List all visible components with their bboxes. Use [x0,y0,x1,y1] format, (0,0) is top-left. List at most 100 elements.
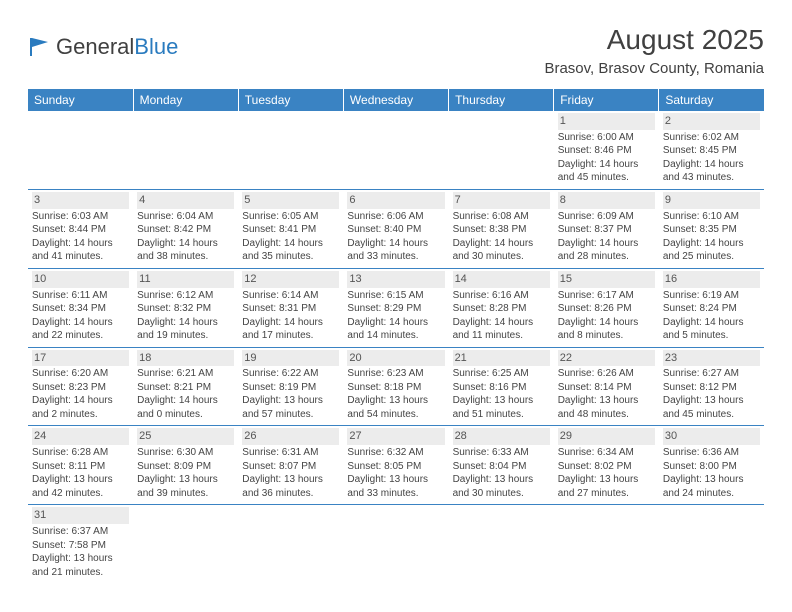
day-number: 8 [558,192,655,209]
calendar-row: 1Sunrise: 6:00 AMSunset: 8:46 PMDaylight… [28,111,764,189]
weekday-header: Tuesday [238,89,343,111]
cell-line-d1: Daylight: 14 hours [347,237,444,251]
cell-line-ss: Sunset: 8:42 PM [137,223,234,237]
calendar-cell: 14Sunrise: 6:16 AMSunset: 8:28 PMDayligh… [449,268,554,347]
cell-line-d1: Daylight: 14 hours [137,316,234,330]
cell-line-sr: Sunrise: 6:08 AM [453,210,550,224]
calendar-cell: 20Sunrise: 6:23 AMSunset: 8:18 PMDayligh… [343,347,448,426]
day-number: 30 [663,428,760,445]
cell-line-ss: Sunset: 8:28 PM [453,302,550,316]
cell-line-sr: Sunrise: 6:06 AM [347,210,444,224]
cell-line-sr: Sunrise: 6:20 AM [32,367,129,381]
calendar-table: SundayMondayTuesdayWednesdayThursdayFrid… [28,89,764,583]
logo-text-gray: General [56,34,134,59]
cell-line-sr: Sunrise: 6:02 AM [663,131,760,145]
cell-line-d2: and 54 minutes. [347,408,444,422]
calendar-cell: 1Sunrise: 6:00 AMSunset: 8:46 PMDaylight… [554,111,659,189]
cell-line-sr: Sunrise: 6:32 AM [347,446,444,460]
cell-line-d1: Daylight: 14 hours [663,237,760,251]
calendar-cell: 30Sunrise: 6:36 AMSunset: 8:00 PMDayligh… [659,426,764,505]
cell-line-sr: Sunrise: 6:19 AM [663,289,760,303]
cell-line-ss: Sunset: 8:14 PM [558,381,655,395]
month-title: August 2025 [544,24,764,56]
calendar-cell: 27Sunrise: 6:32 AMSunset: 8:05 PMDayligh… [343,426,448,505]
calendar-cell: 10Sunrise: 6:11 AMSunset: 8:34 PMDayligh… [28,268,133,347]
cell-line-ss: Sunset: 8:21 PM [137,381,234,395]
day-number: 21 [453,350,550,367]
cell-line-sr: Sunrise: 6:22 AM [242,367,339,381]
cell-line-sr: Sunrise: 6:21 AM [137,367,234,381]
calendar-cell: 2Sunrise: 6:02 AMSunset: 8:45 PMDaylight… [659,111,764,189]
cell-line-sr: Sunrise: 6:36 AM [663,446,760,460]
cell-line-sr: Sunrise: 6:03 AM [32,210,129,224]
cell-line-ss: Sunset: 8:12 PM [663,381,760,395]
day-number: 4 [137,192,234,209]
cell-line-d2: and 24 minutes. [663,487,760,501]
cell-line-d1: Daylight: 13 hours [663,473,760,487]
cell-line-d2: and 36 minutes. [242,487,339,501]
cell-line-d1: Daylight: 14 hours [242,237,339,251]
day-number: 15 [558,271,655,288]
cell-line-d1: Daylight: 13 hours [453,394,550,408]
location: Brasov, Brasov County, Romania [544,60,764,77]
cell-line-d1: Daylight: 14 hours [32,316,129,330]
cell-line-ss: Sunset: 8:44 PM [32,223,129,237]
calendar-cell [238,111,343,189]
day-number: 6 [347,192,444,209]
cell-line-d2: and 11 minutes. [453,329,550,343]
day-number: 24 [32,428,129,445]
cell-line-d1: Daylight: 13 hours [242,473,339,487]
day-number: 14 [453,271,550,288]
calendar-row: 17Sunrise: 6:20 AMSunset: 8:23 PMDayligh… [28,347,764,426]
cell-line-d1: Daylight: 14 hours [558,158,655,172]
calendar-cell [238,505,343,583]
cell-line-d1: Daylight: 14 hours [558,316,655,330]
cell-line-sr: Sunrise: 6:17 AM [558,289,655,303]
cell-line-ss: Sunset: 8:00 PM [663,460,760,474]
cell-line-d1: Daylight: 13 hours [347,394,444,408]
cell-line-d2: and 30 minutes. [453,250,550,264]
calendar-cell: 18Sunrise: 6:21 AMSunset: 8:21 PMDayligh… [133,347,238,426]
cell-line-ss: Sunset: 8:37 PM [558,223,655,237]
weekday-header: Sunday [28,89,133,111]
cell-line-d2: and 35 minutes. [242,250,339,264]
cell-line-d2: and 51 minutes. [453,408,550,422]
day-number: 18 [137,350,234,367]
cell-line-d2: and 43 minutes. [663,171,760,185]
calendar-cell: 23Sunrise: 6:27 AMSunset: 8:12 PMDayligh… [659,347,764,426]
calendar-cell [554,505,659,583]
cell-line-d1: Daylight: 14 hours [453,237,550,251]
cell-line-d2: and 27 minutes. [558,487,655,501]
day-number: 12 [242,271,339,288]
calendar-cell: 11Sunrise: 6:12 AMSunset: 8:32 PMDayligh… [133,268,238,347]
cell-line-d1: Daylight: 13 hours [32,552,129,566]
day-number: 20 [347,350,444,367]
calendar-cell: 22Sunrise: 6:26 AMSunset: 8:14 PMDayligh… [554,347,659,426]
cell-line-ss: Sunset: 8:26 PM [558,302,655,316]
weekday-header: Monday [133,89,238,111]
cell-line-ss: Sunset: 8:07 PM [242,460,339,474]
weekday-header: Friday [554,89,659,111]
day-number: 31 [32,507,129,524]
cell-line-sr: Sunrise: 6:26 AM [558,367,655,381]
calendar-cell: 15Sunrise: 6:17 AMSunset: 8:26 PMDayligh… [554,268,659,347]
cell-line-d2: and 30 minutes. [453,487,550,501]
calendar-cell [343,111,448,189]
weekday-header: Wednesday [343,89,448,111]
calendar-cell [449,111,554,189]
cell-line-ss: Sunset: 8:35 PM [663,223,760,237]
day-number: 25 [137,428,234,445]
day-number: 10 [32,271,129,288]
day-number: 7 [453,192,550,209]
cell-line-d1: Daylight: 14 hours [32,237,129,251]
cell-line-ss: Sunset: 8:09 PM [137,460,234,474]
calendar-cell [343,505,448,583]
cell-line-d2: and 25 minutes. [663,250,760,264]
calendar-body: 1Sunrise: 6:00 AMSunset: 8:46 PMDaylight… [28,111,764,583]
cell-line-ss: Sunset: 8:41 PM [242,223,339,237]
logo-text-blue: Blue [134,34,178,59]
calendar-cell [449,505,554,583]
cell-line-ss: Sunset: 8:46 PM [558,144,655,158]
cell-line-d1: Daylight: 14 hours [137,394,234,408]
cell-line-sr: Sunrise: 6:05 AM [242,210,339,224]
